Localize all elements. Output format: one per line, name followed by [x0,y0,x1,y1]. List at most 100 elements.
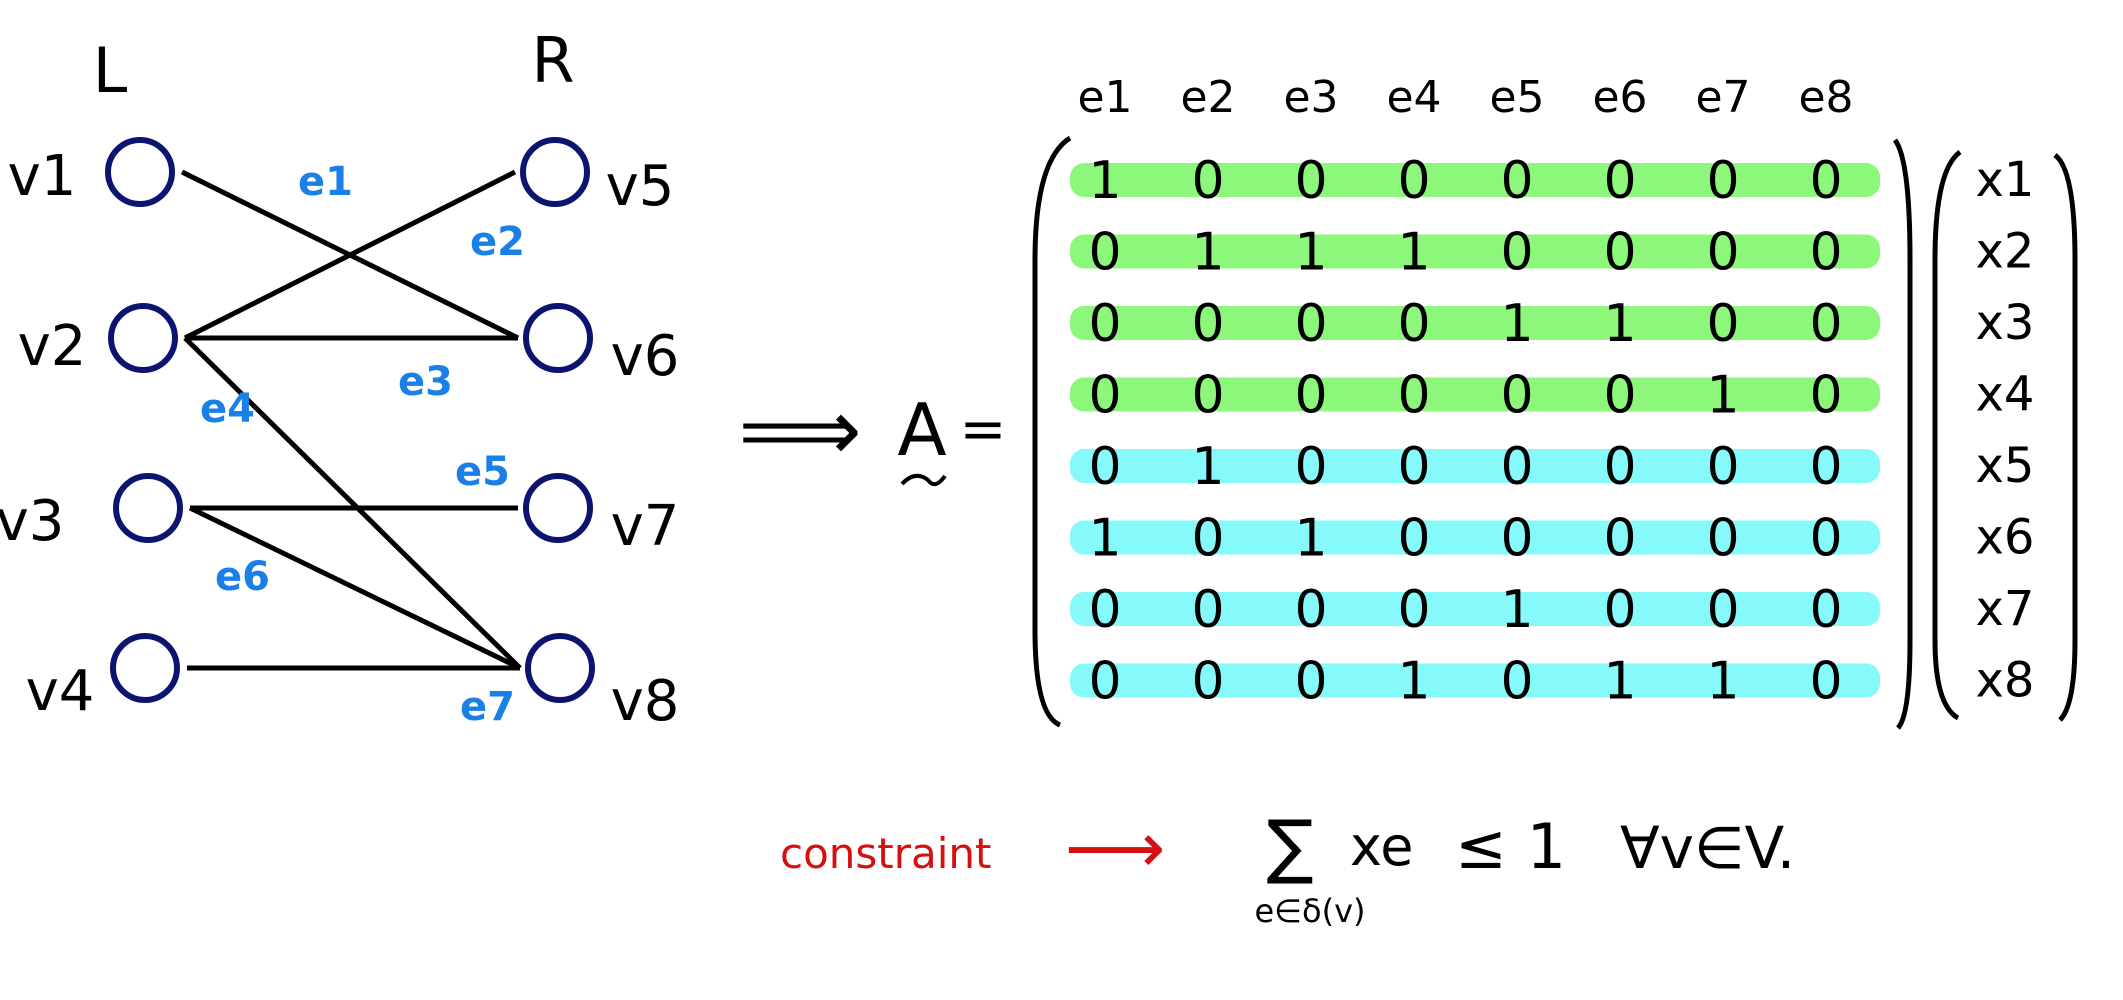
matrix-cell-r7-c3: 0 [1294,580,1327,640]
column-header-e3: e3 [1283,72,1338,123]
matrix-cell-r1-c3: 0 [1294,151,1327,211]
row-highlight-5 [1070,449,1880,483]
matrix-cell-r7-c5: 1 [1500,580,1533,640]
edge-line-e6 [188,505,522,671]
sum-subscript: e∈δ(v) [1254,892,1365,930]
matrix-cell-r6-c1: 1 [1088,509,1121,569]
vector-left-bracket [1932,149,1962,721]
matrix-cell-r7-c2: 0 [1191,580,1224,640]
vector-right-bracket [2053,153,2078,722]
matrix-cell-r8-c4: 1 [1397,652,1430,712]
matrix-cell-r5-c7: 0 [1706,437,1739,497]
vertex-label-v4: v4 [26,659,95,724]
matrix-cell-r3-c8: 0 [1809,294,1842,354]
vertex-label-v2: v2 [18,314,87,379]
matrix-cell-r4-c3: 0 [1294,366,1327,426]
matrix-cell-r8-c2: 0 [1191,652,1224,712]
column-header-e7: e7 [1695,72,1750,123]
matrix-name: A [897,388,946,472]
row-highlight-6 [1070,520,1880,555]
row-highlight-4 [1070,377,1880,412]
vertex-label-v8: v8 [611,669,680,734]
matrix-cell-r5-c8: 0 [1809,437,1842,497]
matrix-cell-r8-c8: 0 [1809,652,1842,712]
vector-entry-x1: x1 [1976,152,2035,208]
vertex-label-v1: v1 [8,144,77,209]
matrix-cell-r6-c3: 1 [1294,509,1327,569]
matrix-cell-r8-c1: 0 [1088,652,1121,712]
matrix-cell-r1-c7: 0 [1706,151,1739,211]
row-highlight-1 [1070,163,1880,197]
matrix-cell-r5-c5: 0 [1500,437,1533,497]
row-highlight-2 [1070,234,1880,269]
matrix-cell-r5-c2: 1 [1191,437,1224,497]
edge-label-e5: e5 [455,449,510,495]
matrix-cell-r7-c7: 0 [1706,580,1739,640]
matrix-cell-r7-c6: 0 [1603,580,1636,640]
sum-symbol: ∑ [1266,805,1313,887]
matrix-cell-r4-c2: 0 [1191,366,1224,426]
vertex-label-v7: v7 [611,494,680,559]
matrix-cell-r5-c1: 0 [1088,437,1121,497]
matrix-cell-r3-c3: 0 [1294,294,1327,354]
matrix-cell-r4-c6: 0 [1603,366,1636,426]
column-header-e6: e6 [1592,72,1647,123]
matrix-cell-r2-c7: 0 [1706,223,1739,283]
vertex-v3 [113,473,183,543]
matrix-right-bracket [1892,138,1913,730]
matrix-cell-r4-c7: 1 [1706,366,1739,426]
matrix-cell-r2-c1: 0 [1088,223,1121,283]
column-header-e2: e2 [1180,72,1235,123]
matrix-cell-r4-c4: 0 [1397,366,1430,426]
constraint-relation: ≤ 1 [1455,810,1566,883]
matrix-cell-r1-c6: 0 [1603,151,1636,211]
matrix-cell-r2-c4: 1 [1397,223,1430,283]
matrix-cell-r2-c5: 0 [1500,223,1533,283]
matrix-cell-r2-c6: 0 [1603,223,1636,283]
constraint-label: constraint [780,829,992,878]
vector-entry-x3: x3 [1976,295,2035,351]
graph-edges: e1 e2 e3 e4 e5 e6 e7 [180,159,525,730]
matrix-cell-r1-c8: 0 [1809,151,1842,211]
column-header-e1: e1 [1077,72,1132,123]
matrix-cell-r6-c4: 0 [1397,509,1430,569]
constraint-arrow: ⟶ [1065,807,1165,889]
matrix-cell-r7-c8: 0 [1809,580,1842,640]
right-side-label: R [531,24,574,97]
matrix-cell-r6-c8: 0 [1809,509,1842,569]
matrix-cell-r1-c1: 1 [1088,151,1121,211]
vertex-v6 [523,303,593,373]
matrix-cell-r3-c6: 1 [1603,294,1636,354]
matrix-cell-r8-c3: 0 [1294,652,1327,712]
matrix-cell-r4-c8: 0 [1809,366,1842,426]
edge-label-e3: e3 [398,359,453,405]
matrix-cell-r2-c2: 1 [1191,223,1224,283]
matrix-cell-r3-c4: 0 [1397,294,1430,354]
implies-arrow: ⟹ [738,381,861,481]
vertex-v8 [525,633,595,703]
matrix-cell-r1-c5: 0 [1500,151,1533,211]
vertex-label-v6: v6 [611,324,680,389]
column-header-e4: e4 [1386,72,1441,123]
row-highlight-8 [1070,663,1880,698]
edge-line-e4 [183,336,522,670]
vector-entry-x4: x4 [1976,367,2035,423]
matrix-left-bracket [1032,135,1072,728]
matrix-cell-r6-c2: 0 [1191,509,1224,569]
matrix-cell-r3-c2: 0 [1191,294,1224,354]
matrix-cell-r8-c5: 0 [1500,652,1533,712]
matrix-cell-r3-c5: 1 [1500,294,1533,354]
matrix-cell-r1-c4: 0 [1397,151,1430,211]
column-header-e8: e8 [1798,72,1853,123]
edge-label-e4: e4 [200,386,255,432]
vertex-v1 [105,137,175,207]
matrix-equals-sign: = [960,397,1007,462]
matrix-cell-r8-c6: 1 [1603,652,1636,712]
matrix-cell-r4-c5: 0 [1500,366,1533,426]
edge-label-e2: e2 [470,219,525,265]
vertex-label-v3: v3 [0,489,64,554]
matrix-cell-r5-c3: 0 [1294,437,1327,497]
matrix-cell-r8-c7: 1 [1706,652,1739,712]
vector-entry-x5: x5 [1976,438,2035,494]
